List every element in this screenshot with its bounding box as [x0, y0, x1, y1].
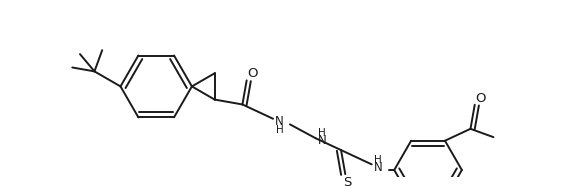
- Text: N: N: [275, 115, 284, 128]
- Text: N: N: [318, 134, 327, 148]
- Text: N: N: [374, 161, 383, 174]
- Text: H: H: [318, 128, 326, 139]
- Text: O: O: [247, 67, 258, 80]
- Text: S: S: [343, 176, 351, 188]
- Text: H: H: [276, 125, 284, 135]
- Text: H: H: [374, 155, 382, 165]
- Text: O: O: [475, 92, 486, 105]
